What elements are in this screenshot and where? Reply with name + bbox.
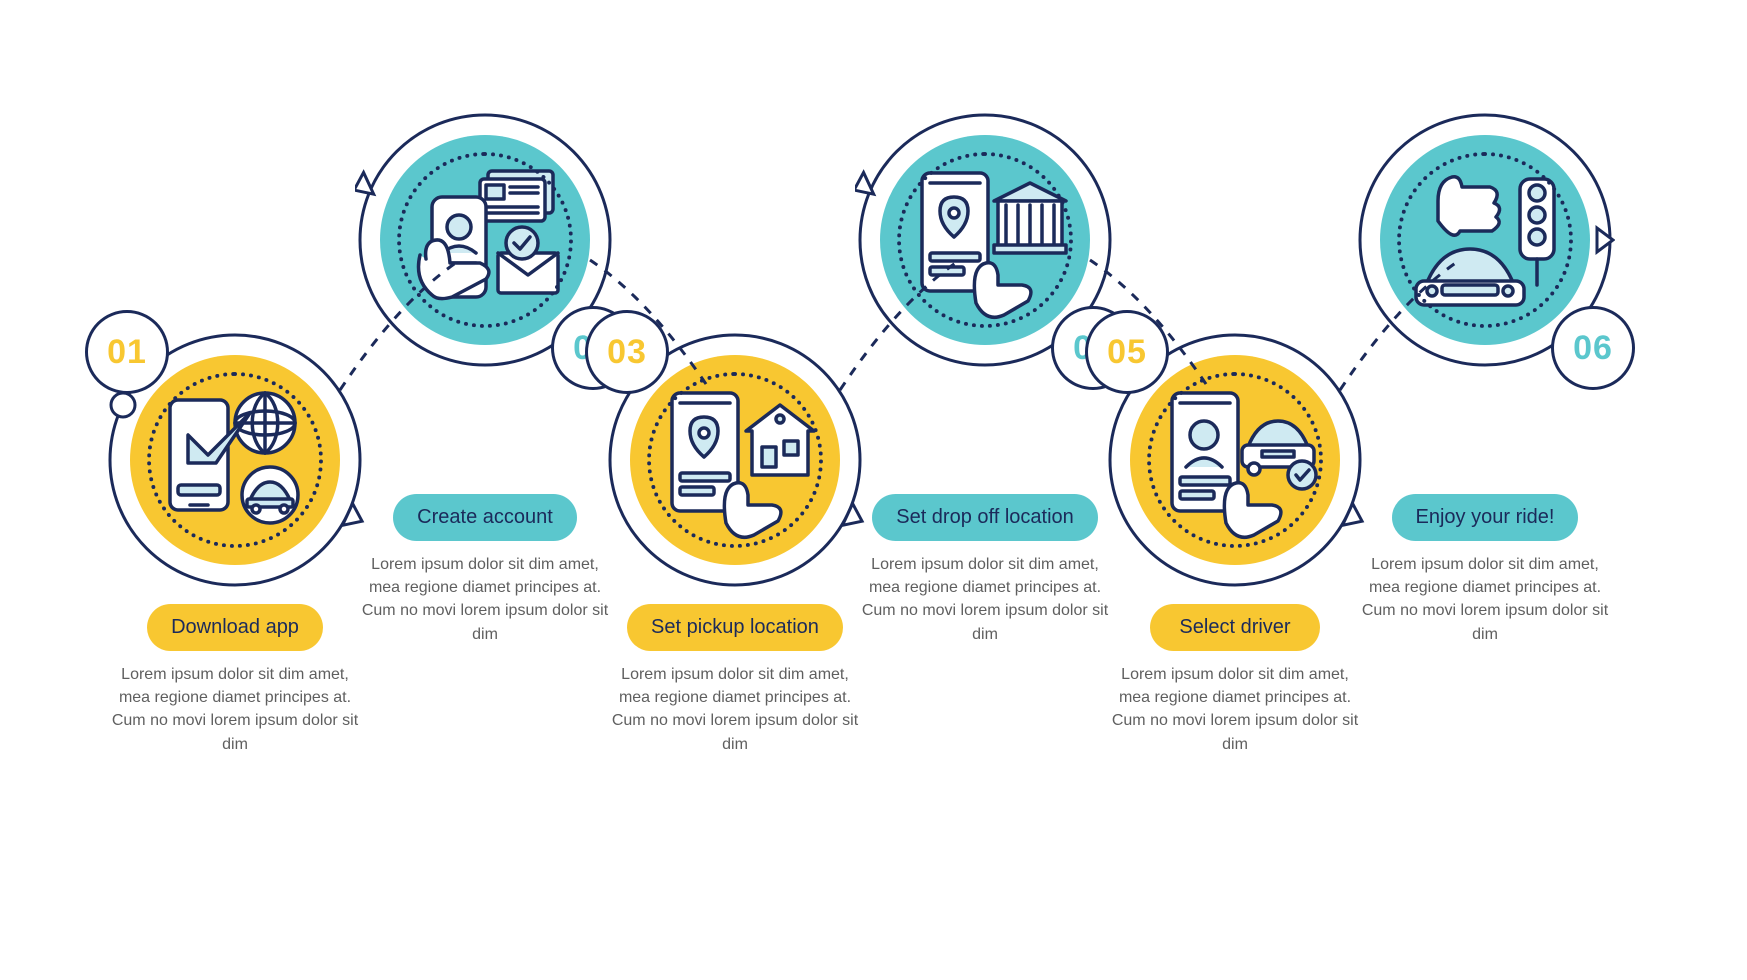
step-title-pill: Create account xyxy=(393,494,577,541)
step-title: Select driver xyxy=(1179,616,1290,638)
step-number: 05 xyxy=(1107,333,1147,372)
step-icon-wrap: 01 xyxy=(105,330,365,590)
step-title-pill: Enjoy your ride! xyxy=(1392,494,1579,541)
step-title: Create account xyxy=(417,506,553,528)
dotted-ring xyxy=(647,372,823,548)
step-title-pill: Download app xyxy=(147,604,323,651)
step-download-app: 01 Download app Lorem ipsum dolor sit di… xyxy=(105,330,365,756)
step-number-badge: 06 xyxy=(1551,306,1635,390)
step-number: 06 xyxy=(1573,329,1613,368)
step-description: Lorem ipsum dolor sit dim amet, mea regi… xyxy=(605,663,865,756)
step-title: Set pickup location xyxy=(651,616,819,638)
step-icon-wrap: 05 xyxy=(1105,330,1365,590)
step-enjoy-ride: 06 Enjoy your ride! Lorem ipsum dolor si… xyxy=(1355,110,1615,646)
step-number-badge: 05 xyxy=(1085,310,1169,394)
dotted-ring xyxy=(897,152,1073,328)
infographic-stage: 01 Download app Lorem ipsum dolor sit di… xyxy=(0,0,1747,980)
step-title: Download app xyxy=(171,616,299,638)
step-icon-wrap: 06 xyxy=(1355,110,1615,370)
step-create-account: 02 Create account Lorem ipsum dolor sit … xyxy=(355,110,615,646)
step-title: Enjoy your ride! xyxy=(1416,506,1555,528)
step-select-driver: 05 Select driver Lorem ipsum dolor sit d… xyxy=(1105,330,1365,756)
step-pickup-location: 03 Set pickup location Lorem ipsum dolor… xyxy=(605,330,865,756)
step-description: Lorem ipsum dolor sit dim amet, mea regi… xyxy=(855,553,1115,646)
dotted-ring xyxy=(1147,372,1323,548)
step-title-pill: Select driver xyxy=(1150,604,1320,651)
step-title-pill: Set drop off location xyxy=(872,494,1098,541)
step-icon-wrap: 02 xyxy=(355,110,615,370)
step-icon-wrap: 03 xyxy=(605,330,865,590)
dotted-ring xyxy=(1397,152,1573,328)
dotted-ring xyxy=(397,152,573,328)
step-description: Lorem ipsum dolor sit dim amet, mea regi… xyxy=(355,553,615,646)
step-dropoff-location: 04 Set drop off location Lorem ipsum dol… xyxy=(855,110,1115,646)
step-number-badge: 01 xyxy=(85,310,169,394)
step-number: 01 xyxy=(107,333,147,372)
dotted-ring xyxy=(147,372,323,548)
step-title-pill: Set pickup location xyxy=(627,604,843,651)
step-icon-wrap: 04 xyxy=(855,110,1115,370)
step-number: 03 xyxy=(607,333,647,372)
step-description: Lorem ipsum dolor sit dim amet, mea regi… xyxy=(105,663,365,756)
step-title: Set drop off location xyxy=(896,506,1074,528)
step-description: Lorem ipsum dolor sit dim amet, mea regi… xyxy=(1355,553,1615,646)
step-description: Lorem ipsum dolor sit dim amet, mea regi… xyxy=(1105,663,1365,756)
step-number-badge: 03 xyxy=(585,310,669,394)
